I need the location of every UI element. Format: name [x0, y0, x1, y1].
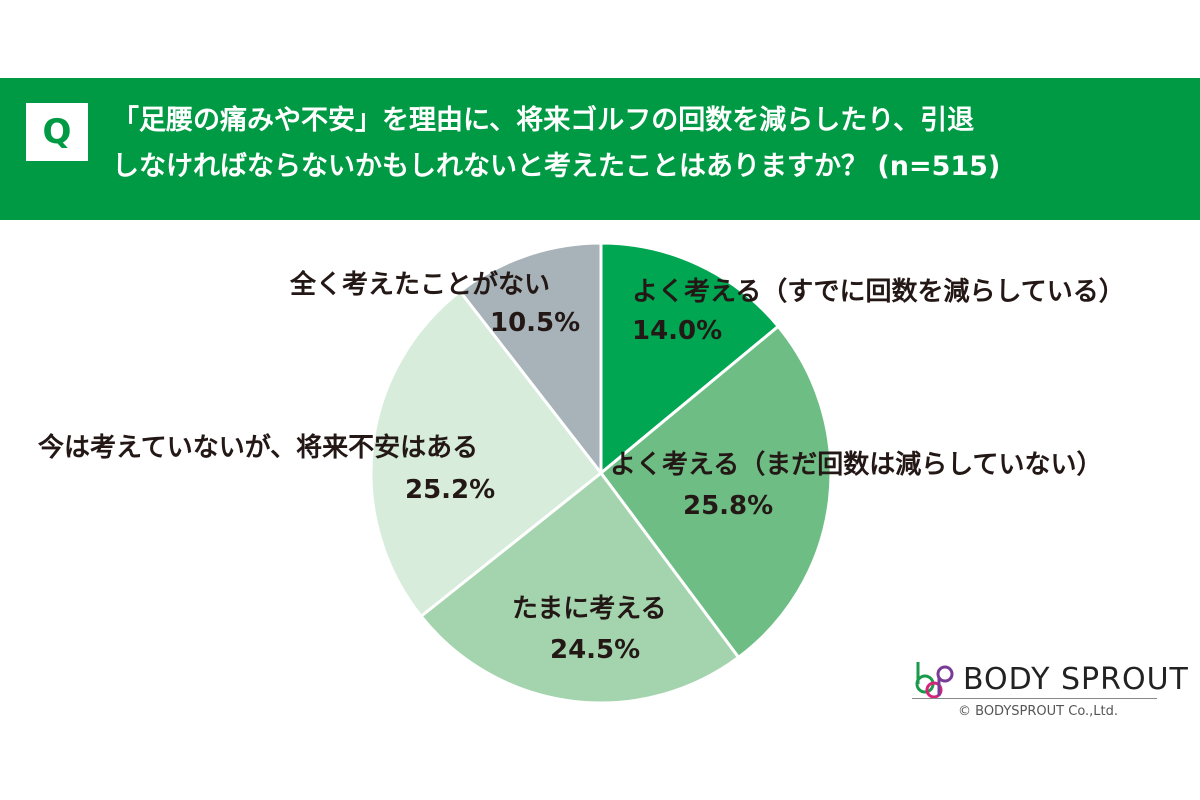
slice-value-2: 24.5% [550, 635, 641, 665]
slice-label-0: よく考える（すでに回数を減らしている） [632, 277, 1125, 307]
pie-slice-4 [457, 241, 603, 478]
copyright: © BODYSPROUT Co.,Ltd. [958, 704, 1119, 719]
question-text: 「足腰の痛みや不安」を理由に、将来ゴルフの回数を減らしたり、引退 しなければなら… [112, 98, 1000, 190]
q-badge: Q [26, 103, 88, 161]
pie-slice-1 [598, 324, 833, 660]
question-line-2: しなければならないかもしれないと考えたことはありますか？ (n=515) [112, 151, 1001, 182]
slice-value-1: 25.8% [683, 491, 774, 521]
slice-value-3: 25.2% [405, 475, 496, 505]
pie-slice-2 [418, 470, 741, 705]
slice-value-0: 14.0% [632, 316, 723, 346]
brand-name: BODY SPROUT [963, 662, 1189, 697]
slice-label-4: 全く考えたことがない [290, 270, 551, 300]
brand-divider [912, 698, 1157, 699]
slice-value-4: 10.5% [490, 308, 581, 338]
slice-label-1: よく考える（まだ回数は減らしていない） [610, 450, 1103, 480]
question-line-1: 「足腰の痛みや不安」を理由に、将来ゴルフの回数を減らしたり、引退 [112, 105, 975, 136]
pie-slice-3 [369, 289, 604, 619]
pie-slice-0 [599, 241, 781, 477]
question-banner [0, 78, 1200, 220]
body-sprout-logo-icon [915, 662, 954, 699]
slice-label-3: 今は考えていないが、将来不安はある [38, 433, 479, 463]
slice-label-2: たまに考える [512, 594, 667, 624]
